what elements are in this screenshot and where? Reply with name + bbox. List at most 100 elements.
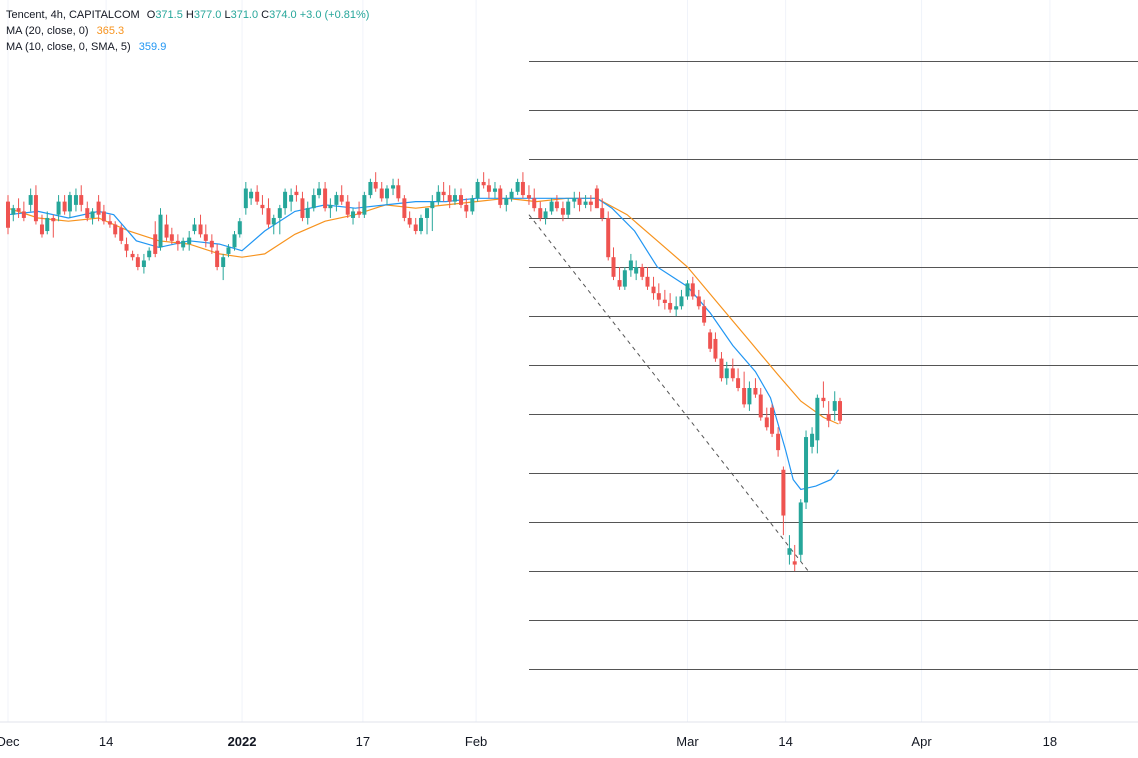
candle-body	[776, 433, 781, 451]
candle-6	[39, 214, 44, 238]
candle-99	[566, 198, 571, 218]
candle-body	[266, 208, 271, 225]
candle-75	[430, 195, 435, 232]
candle-body	[130, 253, 135, 258]
candle-30	[175, 234, 180, 251]
low-label: L	[224, 9, 231, 21]
candle-100	[572, 191, 577, 209]
candle-body	[141, 260, 146, 268]
candle-93	[532, 188, 537, 212]
candle-48	[277, 204, 282, 235]
high-value: 377.0	[193, 9, 222, 21]
candle-89	[509, 188, 514, 202]
candle-body	[838, 401, 843, 421]
candle-body	[781, 469, 786, 516]
candle-body	[792, 561, 797, 565]
candle-body	[305, 208, 310, 218]
candle-98	[560, 201, 565, 222]
candle-body	[357, 211, 362, 215]
candle-body	[464, 204, 469, 212]
candle-body	[634, 267, 639, 274]
candle-115	[656, 283, 661, 307]
candle-2	[16, 198, 21, 218]
candle-42	[243, 181, 248, 215]
candle-body	[260, 204, 265, 209]
candle-body	[594, 188, 599, 209]
candle-body	[175, 240, 180, 245]
candle-body	[379, 188, 384, 199]
candle-body	[187, 237, 192, 245]
candle-body	[368, 181, 373, 196]
candle-49	[283, 188, 288, 215]
candle-17	[101, 204, 106, 225]
candle-body	[67, 195, 72, 212]
trend-line-layer[interactable]	[528, 214, 809, 572]
candle-16	[96, 195, 101, 222]
candle-55	[317, 181, 322, 199]
candle-22	[130, 250, 135, 261]
candle-60	[345, 195, 350, 218]
candle-body	[6, 201, 10, 228]
candle-body	[413, 224, 418, 232]
candle-135	[770, 404, 775, 438]
candle-body	[668, 302, 673, 310]
candle-body	[515, 181, 520, 192]
candle-29	[169, 227, 174, 245]
candle-body	[617, 280, 622, 287]
candle-body	[504, 198, 509, 205]
trend-line[interactable]	[528, 214, 809, 572]
candle-body	[606, 217, 611, 258]
candle-body	[679, 296, 684, 307]
candle-body	[119, 227, 124, 241]
time-axis[interactable]: Dec 14 2022 17 Feb Mar 14 Apr 18	[0, 734, 1057, 749]
candle-body	[787, 548, 792, 555]
ohlc-row: Tencent, 4h, CAPITALCOM O371.5 H377.0 L3…	[6, 7, 369, 23]
candle-body	[611, 257, 616, 277]
candle-15	[90, 208, 95, 225]
candle-28	[164, 214, 169, 241]
candle-body	[708, 332, 713, 349]
horizontal-levels[interactable]	[529, 61, 1138, 670]
candle-body	[826, 414, 831, 421]
candle-body	[719, 358, 724, 379]
candle-90	[515, 178, 520, 196]
ma10-label: MA (10, close, 0, SMA, 5)	[6, 41, 131, 53]
candle-120	[685, 280, 690, 300]
candle-88	[504, 195, 509, 212]
candle-5	[33, 185, 38, 225]
candle-21	[124, 237, 129, 258]
candle-146	[832, 391, 837, 421]
candle-body	[730, 368, 735, 379]
candle-12	[73, 188, 78, 212]
candle-body	[79, 195, 84, 205]
candle-1	[11, 204, 16, 222]
candle-108	[617, 267, 622, 290]
candle-body	[28, 195, 33, 205]
candle-45	[260, 195, 265, 215]
candle-body	[566, 201, 571, 215]
candle-body	[39, 224, 44, 235]
candle-71	[407, 211, 412, 228]
candle-119	[679, 289, 684, 310]
candle-56	[323, 181, 328, 212]
candle-43	[249, 188, 254, 205]
candle-body	[645, 276, 650, 287]
candle-body	[283, 191, 288, 209]
candle-body	[300, 198, 305, 218]
candle-body	[107, 221, 112, 225]
candle-body	[532, 198, 537, 209]
candle-body	[526, 195, 531, 199]
candle-body	[758, 394, 763, 418]
change-value: +3.0 (+0.81%)	[299, 9, 370, 21]
candle-34	[198, 214, 203, 238]
candle-body	[277, 208, 282, 218]
candle-body	[764, 417, 769, 428]
candle-body	[452, 195, 457, 202]
candle-19	[113, 221, 118, 238]
candle-body	[475, 181, 480, 199]
candle-109	[622, 267, 627, 290]
candle-body	[628, 260, 633, 271]
candle-25	[147, 247, 152, 261]
candle-body	[713, 338, 718, 359]
